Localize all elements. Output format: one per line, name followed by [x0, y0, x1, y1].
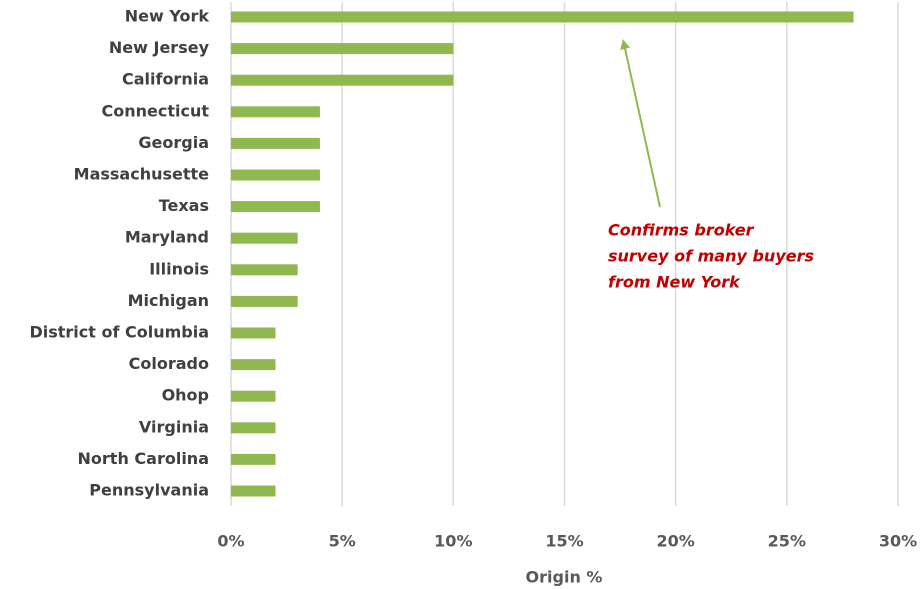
y-tick-label: Michigan [128, 291, 209, 310]
y-tick-label: District of Columbia [29, 323, 209, 342]
annotation: from New York [608, 273, 741, 292]
x-tick-label: 30% [879, 532, 917, 551]
bar [231, 137, 320, 149]
y-tick-label: Texas [159, 196, 209, 215]
bar [231, 485, 276, 497]
y-tick-label: California [122, 70, 209, 89]
bar [231, 11, 854, 23]
annotation: survey of many buyers [608, 247, 814, 266]
y-tick-label: New York [125, 7, 210, 26]
annotation: Confirms broker [608, 221, 755, 240]
y-tick-label: Massachusette [74, 165, 210, 184]
x-tick-label: 25% [768, 532, 806, 551]
annotation-arrow [620, 39, 661, 208]
bar [231, 169, 320, 181]
bar [231, 201, 320, 213]
y-tick-label: Maryland [125, 228, 209, 247]
bar [231, 74, 454, 86]
y-tick-label: New Jersey [109, 38, 210, 57]
y-tick-label: Colorado [129, 354, 209, 373]
y-tick-label: Virginia [139, 417, 209, 436]
bar [231, 359, 276, 371]
y-tick-label: Pennsylvania [89, 481, 209, 500]
bar [231, 295, 298, 307]
x-tick-label: 0% [217, 532, 244, 551]
bar [231, 422, 276, 434]
bar [231, 106, 320, 118]
bar [231, 264, 298, 276]
x-axis-label: Origin % [526, 568, 603, 587]
y-tick-label: Illinois [149, 259, 209, 278]
grid [230, 2, 899, 506]
bar [231, 232, 298, 244]
x-tick-label: 5% [329, 532, 356, 551]
x-tick-label: 15% [545, 532, 583, 551]
bar [231, 453, 276, 465]
bar [231, 43, 454, 55]
bars [231, 11, 854, 497]
y-tick-label: Georgia [138, 133, 209, 152]
x-tick-label: 20% [657, 532, 695, 551]
x-tick-label: 10% [434, 532, 472, 551]
y-tick-label: North Carolina [78, 449, 209, 468]
y-tick-label: Connecticut [101, 101, 209, 120]
bar [231, 390, 276, 402]
y-tick-label: Ohop [162, 386, 209, 405]
bar [231, 327, 276, 339]
